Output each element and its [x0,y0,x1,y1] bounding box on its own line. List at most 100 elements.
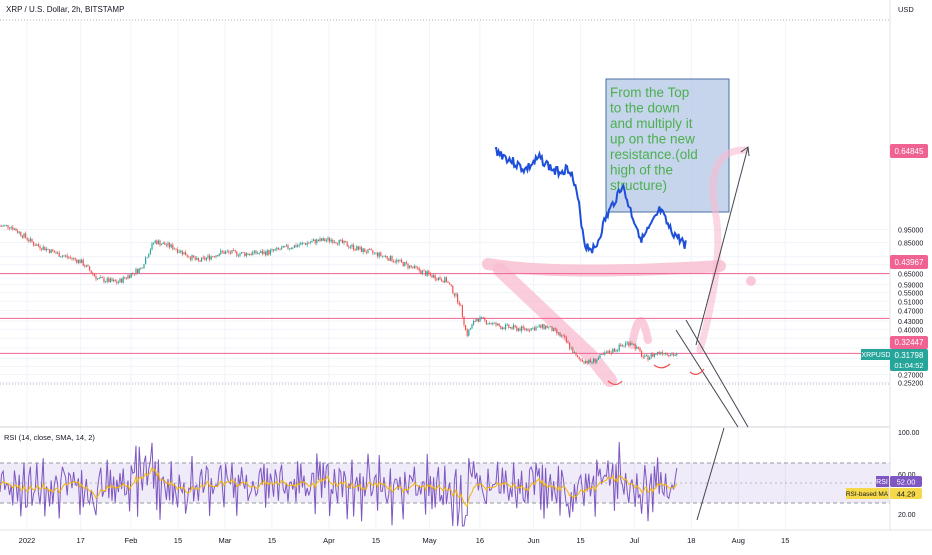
candle-body [39,245,41,249]
candle-body [47,248,49,250]
candle-body [84,265,86,267]
candle-body [204,257,206,260]
candle-body [81,259,83,264]
rsi-tick-label: 100.00 [898,430,920,437]
candle-body [361,247,363,253]
candle-body [258,252,260,254]
candle-body [252,252,254,255]
candle-body [649,357,651,360]
candle-body [372,250,374,254]
candle-body [639,348,641,352]
candle-body [460,304,462,306]
candle-body [497,323,499,326]
candle-body [185,252,187,256]
y-tick-label: 0.95000 [898,228,923,235]
rsi-title[interactable]: RSI (14, close, SMA, 14, 2) [4,433,95,442]
candle-body [305,243,307,245]
candle-body [1,226,3,227]
annotation-line: up on the new [610,132,695,147]
candle-body [337,243,339,245]
candle-body [279,249,281,250]
candle-body [135,269,137,274]
candle-body [188,256,190,258]
candle-body [525,328,527,330]
candle-body [468,329,470,336]
candle-body [458,302,460,305]
svg-text:44.29: 44.29 [897,490,916,499]
candle-body [490,323,492,325]
candle-body [340,239,342,241]
candle-body [202,257,204,259]
candle-body [644,355,646,358]
candle-body [292,247,294,249]
candle-body [177,249,179,253]
candle-body [348,246,350,248]
candle-body [487,323,489,325]
candle-body [165,244,167,246]
candle-body [663,353,665,355]
candle-body [377,252,379,257]
candle-body [581,359,583,362]
symbol-title[interactable]: XRP / U.S. Dollar, 2h, BITSTAMP [6,5,124,14]
annotation-box[interactable] [605,78,730,213]
rsi-value-label: RSI 52.00 [876,476,922,487]
candle-body [466,329,468,336]
candle-body [229,252,231,254]
candle-body [674,355,676,356]
rsi-tick-label: 60.00 [898,472,916,479]
candle-body [284,245,286,247]
candle-body [154,240,156,243]
svg-text:RSI: RSI [876,479,888,486]
candle-body [60,256,62,258]
candle-body [356,246,358,250]
candle-body [562,335,564,337]
candle-body [386,256,388,259]
candle-body [217,255,219,257]
candle-body [620,344,622,347]
candle-body [588,359,590,364]
candle-body [485,320,487,325]
candle-body [69,257,71,259]
candle-body [191,255,193,260]
annotation-line: From the Top [610,85,689,100]
y-tick-label: 0.51000 [898,299,923,306]
projection-drawing[interactable] [494,146,687,254]
candle-body [413,265,415,268]
candle-body [353,244,355,250]
candle-body [498,323,500,327]
candle-body [447,282,449,283]
candle-body [53,251,55,253]
candle-body [423,270,425,272]
candle-body [311,240,313,243]
candle-body [604,352,606,355]
candle-body [556,329,558,334]
candle-body [194,257,196,260]
candle-body [98,277,100,279]
time-axis[interactable]: 2022 17 Feb 15 Mar 15 Apr 15 May 16 Jun 15 Jul 18 Aug 1… [19,536,790,545]
candle-body [477,318,479,322]
candle-body [157,240,159,245]
candle-body [351,244,353,247]
svg-text:0.32447: 0.32447 [895,338,924,347]
candle-body [149,249,151,254]
candle-body [391,255,393,262]
candle-body [580,358,582,360]
candles [0,224,678,366]
candle-body [441,279,443,282]
candle-body [100,277,102,278]
candle-body [572,348,574,354]
candle-body [289,248,291,250]
candle-body [132,273,134,275]
candle-body [23,233,25,238]
candle-body [341,239,343,244]
candle-body [589,359,591,363]
candle-body [429,273,431,276]
candle-body [407,263,409,268]
candle-body [585,361,587,364]
last-price-label: XRPUSD 0.31798 01:04:52 [861,349,928,371]
candle-body [473,321,475,325]
candle-body [373,252,375,254]
